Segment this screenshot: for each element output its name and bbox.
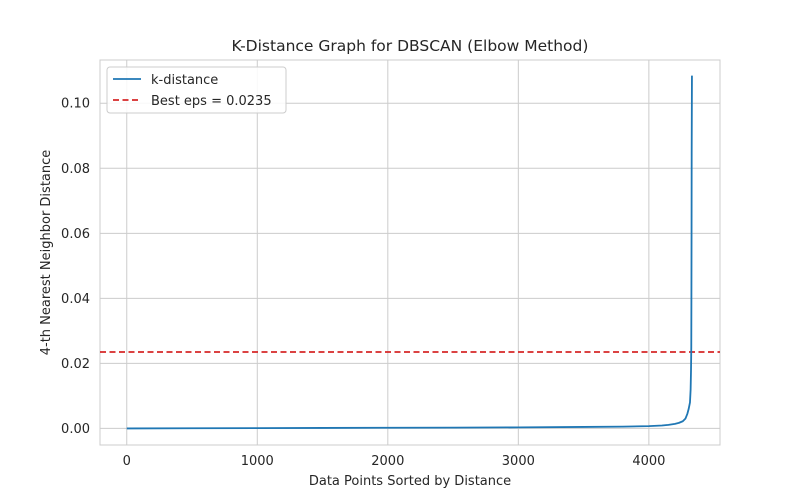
x-tick-label: 0 [123,454,131,469]
k-distance-line [126,75,693,430]
x-tick-label: 1000 [241,454,274,469]
grid-lines [100,60,720,445]
x-tick-label: 3000 [502,454,535,469]
y-tick-label: 0.08 [61,162,90,177]
y-tick-labels: 0.00 0.02 0.04 0.06 0.08 0.10 [61,97,90,437]
y-tick-label: 0.00 [61,422,90,437]
y-tick-label: 0.10 [61,97,90,112]
x-tick-label: 2000 [371,454,404,469]
x-tick-labels: 0 1000 2000 3000 4000 [123,454,666,469]
legend-label-best-eps: Best eps = 0.0235 [151,94,272,109]
legend-label-k-distance: k-distance [151,73,218,88]
y-tick-label: 0.04 [61,292,90,307]
legend: k-distance Best eps = 0.0235 [106,66,287,114]
x-axis-title: Data Points Sorted by Distance [309,474,511,489]
y-tick-label: 0.02 [61,357,90,372]
y-axis-title: 4-th Nearest Neighbor Distance [39,150,54,356]
legend-box [106,66,287,114]
y-tick-label: 0.06 [61,227,90,242]
chart-title: K-Distance Graph for DBSCAN (Elbow Metho… [232,37,589,55]
x-tick-label: 4000 [632,454,665,469]
data-series [126,75,693,430]
plot-area [99,59,721,446]
